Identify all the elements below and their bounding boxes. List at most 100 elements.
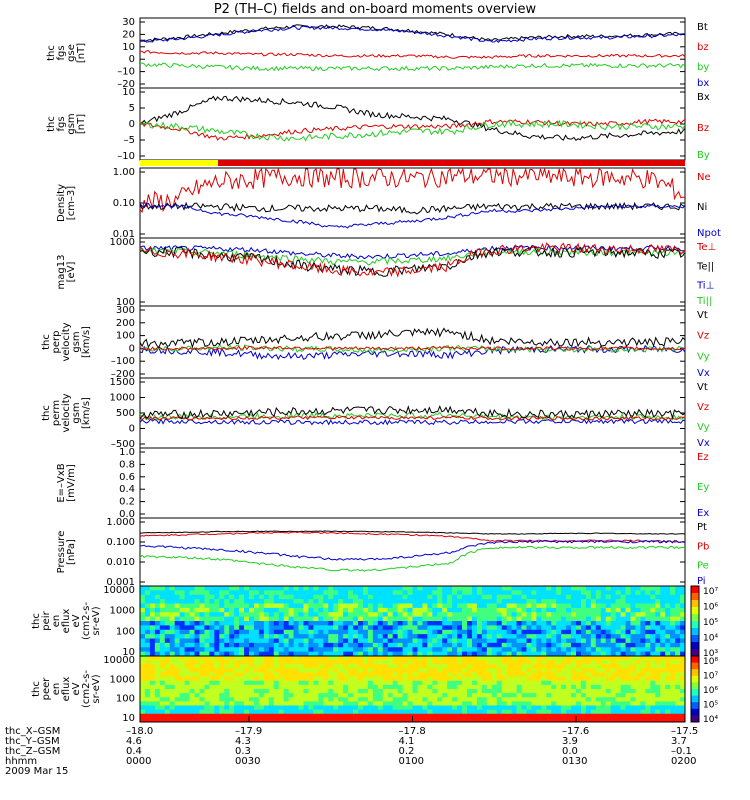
heatmap-cell	[397, 616, 404, 622]
heatmap-cell	[224, 684, 230, 690]
ylabel-perm_velocity-2: velocity	[61, 393, 72, 432]
heatmap-cell	[382, 672, 389, 678]
heatmap-cell	[615, 629, 622, 635]
heatmap-cell	[655, 603, 661, 609]
heatmap-cell	[640, 647, 646, 653]
heatmap-cell	[184, 717, 191, 723]
heatmap-cell	[278, 616, 285, 622]
heatmap-cell	[590, 701, 597, 706]
heatmap-cell	[318, 672, 324, 678]
heatmap-cell	[362, 621, 369, 626]
ylabel-eir-5: (cm2-s-	[81, 602, 92, 640]
heatmap-cell	[189, 634, 195, 639]
heatmap-cell	[154, 616, 161, 622]
heatmap-cell	[308, 697, 314, 702]
heatmap-cell	[313, 697, 319, 702]
heatmap-cell	[353, 616, 359, 622]
heatmap-cell	[605, 607, 612, 613]
heatmap-cell	[462, 603, 468, 609]
heatmap-cell	[576, 621, 582, 626]
heatmap-cell	[496, 642, 503, 648]
heatmap-cell	[496, 621, 503, 626]
heatmap-cell	[377, 713, 384, 719]
heatmap-cell	[585, 594, 592, 600]
heatmap-cell	[169, 642, 176, 648]
heatmap-cell	[675, 586, 681, 591]
heatmap-cell	[655, 638, 661, 644]
heatmap-cell	[521, 705, 527, 711]
heatmap-cell	[367, 664, 374, 669]
heatmap-cell	[422, 689, 428, 694]
legend-density-Ni: Ni	[697, 202, 707, 213]
heatmap-cell	[665, 709, 671, 715]
heatmap-cell	[501, 634, 508, 639]
heatmap-cell	[585, 621, 592, 626]
heatmap-cell	[630, 693, 636, 698]
heatmap-cell	[253, 616, 260, 622]
heatmap-cell	[189, 697, 195, 702]
heatmap-cell	[199, 625, 205, 631]
heatmap-cell	[229, 668, 235, 673]
heatmap-cell	[665, 616, 671, 622]
heatmap-cell	[189, 668, 195, 673]
heatmap-cell	[362, 668, 369, 673]
heatmap-cell	[224, 629, 230, 635]
heatmap-cell	[580, 586, 587, 591]
heatmap-cell	[204, 629, 210, 635]
heatmap-cell	[635, 625, 641, 631]
heatmap-cell	[442, 684, 448, 690]
heatmap-cell	[169, 701, 176, 706]
heatmap-cell	[293, 599, 300, 604]
heatmap-cell	[536, 647, 542, 653]
heatmap-cell	[209, 625, 215, 631]
heatmap-cell	[253, 717, 260, 723]
heatmap-cell	[199, 680, 205, 686]
heatmap-cell	[204, 651, 210, 657]
heatmap-cell	[447, 625, 453, 631]
heatmap-cell	[630, 629, 636, 635]
heatmap-cell	[506, 629, 513, 635]
heatmap-cell	[580, 705, 587, 711]
heatmap-cell	[338, 621, 344, 626]
heatmap-cell	[566, 629, 572, 635]
heatmap-cell	[516, 607, 522, 613]
heatmap-cell	[189, 586, 195, 591]
heatmap-cell	[392, 709, 399, 715]
heatmap-cell	[209, 642, 215, 648]
heatmap-cell	[462, 594, 468, 600]
heatmap-cell	[576, 717, 582, 723]
heatmap-cell	[229, 693, 235, 698]
heatmap-cell	[526, 689, 532, 694]
heatmap-cell	[189, 629, 195, 635]
heatmap-cell	[194, 586, 200, 591]
heatmap-cell	[531, 599, 537, 604]
heatmap-cell	[308, 647, 314, 653]
heatmap-cell	[625, 672, 631, 678]
heatmap-cell	[516, 603, 522, 609]
heatmap-cell	[239, 672, 245, 678]
heatmap-cell	[372, 697, 379, 702]
heatmap-cell	[164, 594, 171, 600]
heatmap-cell	[447, 693, 453, 698]
heatmap-cell	[660, 693, 666, 698]
heatmap-cell	[625, 689, 631, 694]
heatmap-cell	[244, 680, 250, 686]
heatmap-cell	[159, 672, 166, 678]
heatmap-cell	[313, 634, 319, 639]
heatmap-cell	[367, 697, 374, 702]
heatmap-cell	[392, 660, 399, 665]
colorbar-cell	[691, 589, 699, 594]
heatmap-cell	[308, 616, 314, 622]
heatmap-cell	[615, 680, 622, 686]
heatmap-cell	[159, 594, 166, 600]
heatmap-cell	[382, 621, 389, 626]
legend-temperature-Te⊥: Te⊥	[696, 242, 716, 253]
heatmap-cell	[377, 625, 384, 631]
heatmap-cell	[283, 612, 290, 618]
heatmap-cell	[511, 621, 518, 626]
series-fgs_gsm-By	[139, 119, 686, 142]
heatmap-cell	[298, 701, 304, 706]
heatmap-cell	[268, 621, 275, 626]
heatmap-cell	[506, 697, 513, 702]
heatmap-cell	[283, 717, 290, 723]
